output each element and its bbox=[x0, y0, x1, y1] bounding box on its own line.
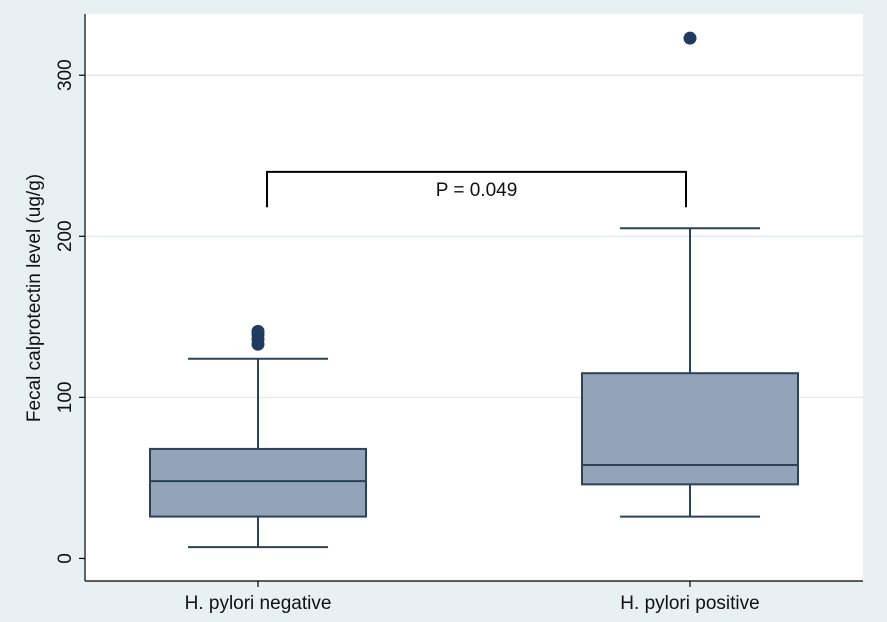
outlier-point-1 bbox=[683, 31, 697, 45]
x-axis-categories: H. pylori negative H. pylori positive bbox=[185, 581, 760, 614]
x-category-label-2: H. pylori positive bbox=[620, 593, 759, 614]
outlier-point-4 bbox=[251, 324, 265, 338]
y-tick-label-300: 300 bbox=[55, 59, 76, 91]
y-tick-label-200: 200 bbox=[55, 220, 76, 252]
x-category-label-1: H. pylori negative bbox=[185, 593, 332, 614]
significance-bracket bbox=[266, 170, 687, 208]
y-axis-title: Fecal calprotectin level (ug/g) bbox=[24, 174, 45, 422]
y-axis-ticks: 0 100 200 300 bbox=[55, 59, 85, 564]
box-1 bbox=[149, 324, 367, 549]
y-tick-label-100: 100 bbox=[55, 382, 76, 414]
iqr-box bbox=[581, 372, 799, 486]
box-2 bbox=[581, 31, 799, 518]
iqr-box bbox=[149, 447, 367, 518]
significance-annotation: P = 0.049 bbox=[266, 170, 687, 208]
boxes-group bbox=[149, 31, 799, 549]
y-tick-label-0: 0 bbox=[55, 553, 76, 564]
p-value-label: P = 0.049 bbox=[436, 180, 518, 201]
